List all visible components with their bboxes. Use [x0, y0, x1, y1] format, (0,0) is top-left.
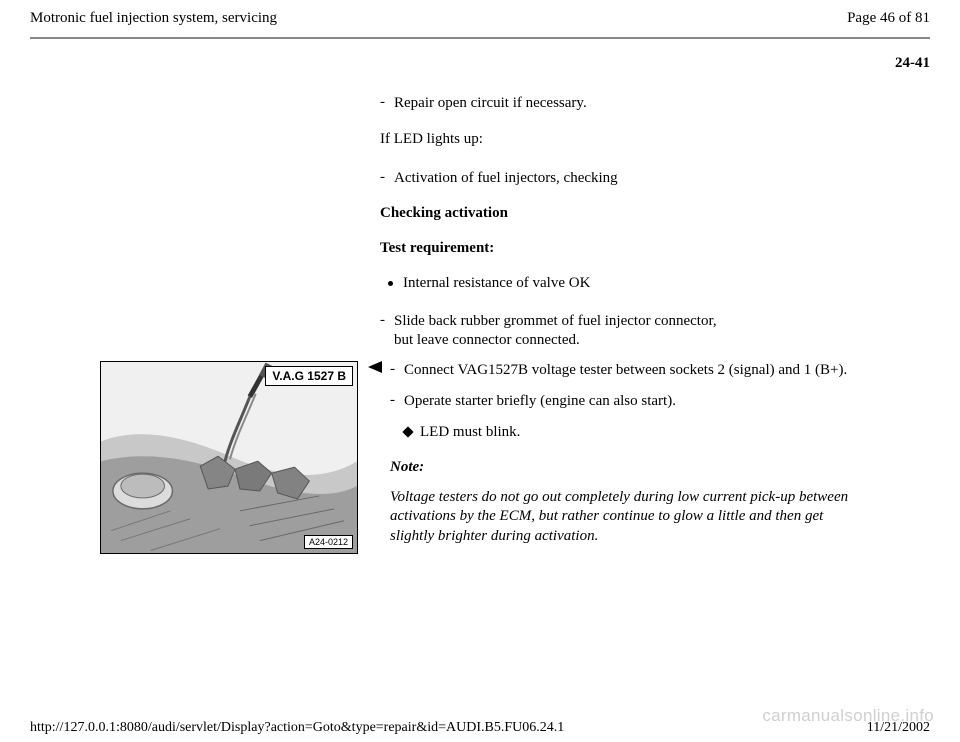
figure-svg	[101, 362, 357, 554]
item-text: Repair open circuit if necessary.	[394, 94, 730, 114]
page-header: Motronic fuel injection system, servicin…	[0, 0, 960, 33]
list-item: - Repair open circuit if necessary.	[380, 94, 730, 114]
bullet-icon	[388, 281, 393, 286]
item-text: LED must blink.	[420, 424, 520, 441]
list-item: - Slide back rubber grommet of fuel inje…	[380, 312, 730, 351]
header-title: Motronic fuel injection system, servicin…	[30, 10, 277, 27]
item-text: Connect VAG1527B voltage tester between …	[404, 361, 870, 381]
footer-url: http://127.0.0.1:8080/audi/servlet/Displ…	[30, 720, 564, 736]
heading-test-requirement: Test requirement:	[380, 240, 730, 257]
dash-icon: -	[390, 361, 404, 378]
content-block-2: V.A.G 1527 B A24-0212 - Connect VAG1527B…	[0, 361, 960, 557]
item-text: Activation of fuel injectors, checking	[394, 169, 730, 189]
item-text: Operate starter briefly (engine can also…	[404, 392, 870, 412]
figure-code: A24-0212	[304, 535, 353, 549]
list-item: LED must blink.	[404, 424, 870, 441]
footer-date: 11/21/2002	[867, 720, 930, 736]
dash-icon: -	[380, 169, 394, 186]
dash-icon: -	[380, 94, 394, 111]
diamond-icon	[402, 426, 413, 437]
paragraph: If LED lights up:	[380, 130, 730, 150]
dash-icon: -	[390, 392, 404, 409]
list-item: - Activation of fuel injectors, checking	[380, 169, 730, 189]
figure-label: V.A.G 1527 B	[265, 366, 353, 386]
note-body: Voltage testers do not go out completely…	[390, 488, 870, 547]
item-text: Internal resistance of valve OK	[403, 275, 590, 292]
item-text: Slide back rubber grommet of fuel inject…	[394, 312, 730, 351]
page-footer: http://127.0.0.1:8080/audi/servlet/Displ…	[0, 720, 960, 736]
header-page: Page 46 of 81	[847, 10, 930, 27]
list-item: Internal resistance of valve OK	[388, 275, 730, 292]
list-item: - Connect VAG1527B voltage tester betwee…	[390, 361, 870, 381]
figure-illustration: V.A.G 1527 B A24-0212	[100, 361, 358, 554]
dash-icon: -	[380, 312, 394, 329]
note-heading: Note:	[390, 459, 870, 476]
instruction-column: - Connect VAG1527B voltage tester betwee…	[384, 361, 870, 557]
section-number: 24-41	[0, 39, 960, 72]
heading-checking: Checking activation	[380, 205, 730, 222]
pointer-arrow-icon	[358, 361, 384, 382]
content-block-1: - Repair open circuit if necessary. If L…	[380, 94, 730, 351]
list-item: - Operate starter briefly (engine can al…	[390, 392, 870, 412]
